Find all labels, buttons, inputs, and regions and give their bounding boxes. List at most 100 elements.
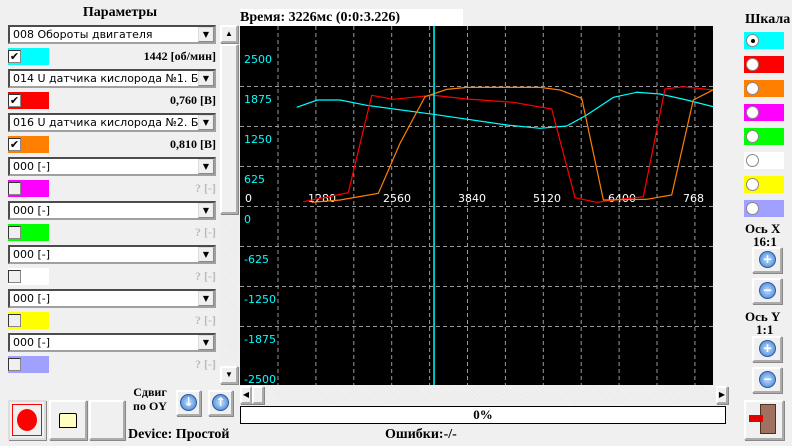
param-select-value: 000 [-]: [13, 160, 51, 173]
scale-option[interactable]: [744, 176, 784, 193]
scale-option[interactable]: [744, 56, 784, 73]
record-button[interactable]: [8, 400, 46, 440]
series-visible-checkbox[interactable]: [8, 226, 21, 239]
series-color-swatch: [8, 180, 49, 197]
time-scroll-thumb[interactable]: [252, 386, 264, 404]
series-visible-checkbox[interactable]: [8, 314, 21, 327]
shift-label: Сдвиг по OY: [128, 385, 172, 413]
folder-icon: [59, 413, 77, 428]
scale-title: Шкала: [745, 12, 791, 27]
record-icon: [17, 409, 37, 431]
time-scrollbar[interactable]: ◀ ▶: [240, 386, 728, 404]
plus-icon: +: [759, 251, 776, 268]
shift-down-button[interactable]: ↓: [176, 390, 201, 416]
param-select[interactable]: 000 [-] ▼: [8, 333, 216, 352]
exit-button[interactable]: [744, 400, 784, 440]
series-visible-checkbox[interactable]: ✔: [8, 94, 21, 107]
plus-icon: +: [759, 340, 776, 357]
scale-radio[interactable]: [746, 154, 759, 167]
scale-radio[interactable]: [746, 202, 759, 215]
x-tick-label: 3840: [458, 192, 486, 205]
series-line-0: [296, 91, 713, 129]
scale-radio[interactable]: [746, 34, 759, 47]
y-tick-label: -1250: [244, 293, 276, 306]
scroll-up-button[interactable]: ▲: [220, 25, 238, 43]
y-tick-label: -1875: [244, 333, 276, 346]
y-tick-label: 0: [244, 213, 251, 226]
param-value: ? [-]: [195, 269, 216, 283]
chevron-down-icon[interactable]: ▼: [198, 27, 214, 42]
axis-x-ratio: 16:1: [753, 234, 777, 249]
open-file-button[interactable]: [49, 400, 87, 440]
empty-button[interactable]: [89, 400, 125, 440]
series-color-swatch: [8, 312, 49, 329]
scale-radio[interactable]: [746, 178, 759, 191]
param-select[interactable]: 000 [-] ▼: [8, 245, 216, 264]
series-color-swatch: ✔: [8, 136, 49, 153]
series-visible-checkbox[interactable]: [8, 182, 21, 195]
scale-option[interactable]: [744, 152, 784, 169]
shift-label-line1: Сдвиг: [133, 385, 167, 399]
series-line-1: [303, 86, 713, 203]
param-select[interactable]: 016 U датчика кислорода №2. Банк 1 ▼: [8, 113, 216, 132]
zoom-x-out-button[interactable]: −: [752, 278, 782, 304]
param-value: ? [-]: [195, 357, 216, 371]
params-title: Параметры: [82, 5, 158, 20]
param-select[interactable]: 000 [-] ▼: [8, 157, 216, 176]
series-visible-checkbox[interactable]: [8, 270, 21, 283]
time-label: Время: 3226мс (0:0:3.226): [240, 9, 463, 26]
zoom-x-in-button[interactable]: +: [752, 247, 782, 273]
scale-option[interactable]: [744, 32, 784, 49]
scale-radio[interactable]: [746, 82, 759, 95]
params-scrollbar[interactable]: ▲ ▼: [220, 25, 238, 384]
param-select[interactable]: 000 [-] ▼: [8, 201, 216, 220]
scroll-left-button[interactable]: ◀: [240, 386, 252, 404]
chart-background: [240, 26, 713, 385]
scroll-thumb[interactable]: [220, 44, 238, 214]
series-visible-checkbox[interactable]: [8, 358, 21, 371]
zoom-y-in-button[interactable]: +: [752, 336, 782, 362]
y-tick-label: 2500: [244, 53, 272, 66]
param-select[interactable]: 000 [-] ▼: [8, 289, 216, 308]
param-value: ? [-]: [195, 225, 216, 239]
y-tick-label: 625: [244, 173, 265, 186]
scale-radio[interactable]: [746, 58, 759, 71]
y-tick-label: 1875: [244, 93, 272, 106]
chevron-down-icon[interactable]: ▼: [198, 203, 214, 218]
param-select-value: 000 [-]: [13, 204, 51, 217]
scale-option[interactable]: [744, 80, 784, 97]
zoom-y-out-button[interactable]: −: [752, 367, 782, 393]
param-value: ? [-]: [195, 181, 216, 195]
scroll-down-button[interactable]: ▼: [220, 366, 238, 384]
scale-option[interactable]: [744, 104, 784, 121]
errors-status: Ошибки:-/-: [385, 427, 457, 442]
axis-y-ratio: 1:1: [756, 322, 774, 337]
chevron-down-icon[interactable]: ▼: [198, 159, 214, 174]
chevron-down-icon[interactable]: ▼: [198, 247, 214, 262]
series-visible-checkbox[interactable]: ✔: [8, 50, 21, 63]
param-select[interactable]: 014 U датчика кислорода №1. Банк 1 ▼: [8, 69, 216, 88]
param-select-value: 008 Обороты двигателя: [13, 28, 153, 41]
chevron-down-icon[interactable]: ▼: [198, 335, 214, 350]
series-color-swatch: ✔: [8, 48, 49, 65]
x-tick-label: 0: [245, 192, 252, 205]
chevron-down-icon[interactable]: ▼: [198, 115, 214, 130]
series-line-2: [311, 86, 713, 203]
scale-option[interactable]: [744, 128, 784, 145]
scale-radio[interactable]: [746, 130, 759, 143]
param-select-value: 000 [-]: [13, 292, 51, 305]
param-select[interactable]: 008 Обороты двигателя ▼: [8, 25, 216, 44]
scroll-right-button[interactable]: ▶: [716, 386, 728, 404]
axis-x-label: Ось X: [745, 221, 781, 236]
param-select-value: 016 U датчика кислорода №2. Банк 1: [13, 116, 216, 129]
chevron-down-icon[interactable]: ▼: [198, 71, 214, 86]
chevron-down-icon[interactable]: ▼: [198, 291, 214, 306]
shift-up-button[interactable]: ↑: [208, 390, 233, 416]
scale-radio[interactable]: [746, 106, 759, 119]
axis-y-label: Ось Y: [745, 309, 781, 324]
param-select-value: 000 [-]: [13, 248, 51, 261]
param-select-value: 014 U датчика кислорода №1. Банк 1: [13, 72, 216, 85]
scale-option[interactable]: [744, 200, 784, 217]
series-visible-checkbox[interactable]: ✔: [8, 138, 21, 151]
